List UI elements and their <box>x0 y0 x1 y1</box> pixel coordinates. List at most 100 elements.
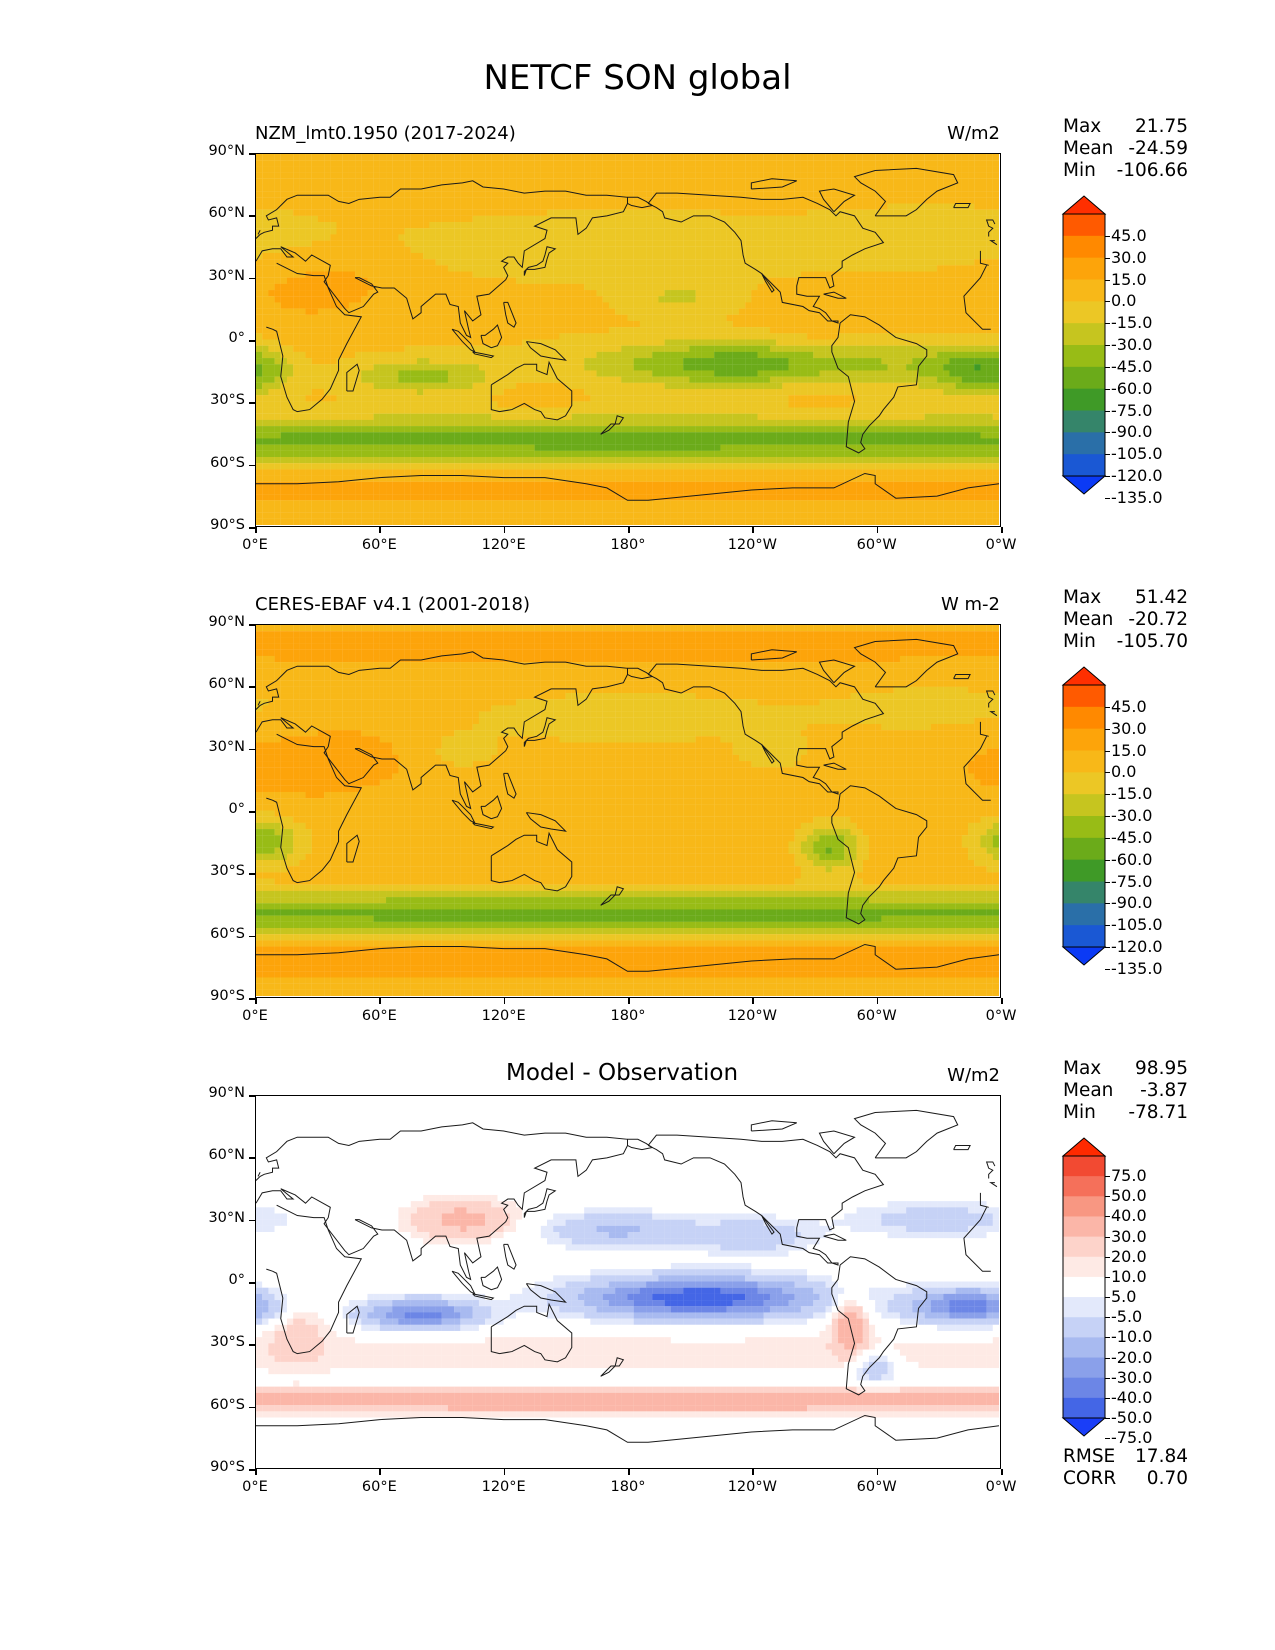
colorbar-segment <box>1063 859 1105 882</box>
colorbar-label: 15.0 <box>1111 742 1147 759</box>
x-tick-mark <box>379 1469 381 1475</box>
x-tick-label: 180° <box>588 1479 668 1495</box>
x-tick-label: 0°W <box>961 537 1041 553</box>
colorbar-label: -30.0 <box>1111 808 1152 824</box>
colorbar-tick <box>1105 794 1110 796</box>
colorbar-tick <box>1105 323 1110 325</box>
colorbar-tick <box>1105 1397 1110 1399</box>
stat-label: Mean <box>1063 1080 1113 1102</box>
stat-value: 98.95 <box>1135 1058 1188 1080</box>
x-tick-label: 120°W <box>712 1008 792 1024</box>
y-tick-mark <box>249 215 255 217</box>
y-tick-label: 30°N <box>175 739 245 755</box>
colorbar-segment <box>1063 1337 1105 1359</box>
x-tick-mark <box>876 527 879 533</box>
x-tick-label: 60°E <box>339 1479 419 1495</box>
x-tick-label: 120°E <box>464 537 544 553</box>
stat-label: Max <box>1063 116 1101 138</box>
panel-units: W m-2 <box>880 594 1000 615</box>
colorbar-label: -30.0 <box>1111 337 1152 353</box>
colorbar-label: 0.0 <box>1111 764 1136 780</box>
y-tick-label: 60°S <box>175 1397 245 1413</box>
colorbar-tick <box>1105 1176 1110 1178</box>
y-tick-label: 60°N <box>175 676 245 692</box>
y-tick-mark <box>249 464 255 467</box>
colorbar-tick <box>1105 497 1110 499</box>
colorbar-tick <box>1105 1317 1110 1319</box>
x-tick-label: 60°W <box>837 1008 917 1024</box>
y-tick-label: 60°N <box>175 1147 245 1163</box>
panel-title: Model - Observation <box>506 1060 738 1086</box>
stat-value: 51.42 <box>1135 587 1188 609</box>
y-tick-label: 0° <box>175 1272 245 1288</box>
map-plot <box>255 624 1001 998</box>
colorbar-tick <box>1105 1236 1110 1238</box>
colorbar-bottom-extend <box>1061 475 1107 495</box>
x-tick-label: 180° <box>588 1008 668 1024</box>
field-cells <box>256 625 999 996</box>
colorbar-label: -75.0 <box>1111 402 1152 419</box>
colorbar-label: 0.0 <box>1111 293 1136 309</box>
field-cells <box>256 1096 999 1467</box>
rmse-label: RMSE <box>1063 1446 1115 1468</box>
x-tick-mark <box>752 998 754 1004</box>
y-tick-mark <box>249 153 255 155</box>
colorbar-label: -20.0 <box>1111 1349 1152 1366</box>
x-tick-mark <box>628 1469 630 1475</box>
colorbar-segment <box>1063 925 1105 948</box>
colorbar-label: -105.0 <box>1111 917 1163 933</box>
colorbar-label: 50.0 <box>1111 1188 1147 1204</box>
colorbar-segment <box>1063 881 1105 904</box>
y-tick-label: 30°S <box>175 1334 245 1350</box>
x-tick-mark <box>379 998 381 1004</box>
y-tick-mark <box>249 748 255 751</box>
coastlines <box>256 1110 999 1442</box>
x-tick-mark <box>876 998 879 1004</box>
colorbar-segment <box>1063 1196 1105 1217</box>
x-tick-label: 60°W <box>837 1479 917 1495</box>
panel-title: NZM_lmt0.1950 (2017-2024) <box>255 123 516 144</box>
colorbar-tick <box>1105 772 1110 774</box>
colorbar-tick <box>1105 1337 1110 1339</box>
y-tick-mark <box>249 277 255 280</box>
colorbar-segment <box>1063 750 1105 773</box>
colorbar-tick <box>1105 476 1110 477</box>
colorbar-segment <box>1063 323 1105 346</box>
stats-block: Max 51.42 Mean -20.72 Min -105.70 <box>1063 587 1188 653</box>
colorbar-tick <box>1105 706 1110 708</box>
x-tick-mark <box>255 998 257 1004</box>
main-title: NETCF SON global <box>0 58 1275 98</box>
colorbar-label: -90.0 <box>1111 424 1152 440</box>
stat-label: Min <box>1063 1102 1096 1124</box>
x-tick-mark <box>1001 1469 1003 1475</box>
x-tick-label: 60°E <box>339 1008 419 1024</box>
colorbar-segment <box>1063 345 1105 368</box>
map-field <box>256 154 999 525</box>
colorbar-tick <box>1105 1216 1110 1218</box>
stat-label: Min <box>1063 160 1096 182</box>
colorbar-segment <box>1063 1176 1105 1197</box>
colorbar-tick <box>1105 388 1110 390</box>
colorbar-tick <box>1105 410 1110 412</box>
colorbar-segment <box>1063 1156 1105 1177</box>
colorbar-tick <box>1105 968 1110 970</box>
stat-row: Mean -24.59 <box>1063 138 1188 160</box>
corr-value: 0.70 <box>1147 1468 1188 1490</box>
colorbar-tick <box>1105 366 1110 368</box>
colorbar-segment <box>1063 1317 1105 1338</box>
colorbar-tick <box>1105 728 1110 730</box>
y-tick-label: 30°S <box>175 863 245 879</box>
colorbar-label: 45.0 <box>1111 227 1147 244</box>
colorbar-segment <box>1063 837 1105 861</box>
colorbar-label: -40.0 <box>1111 1389 1152 1406</box>
colorbar-label: -120.0 <box>1111 468 1163 484</box>
y-tick-label: 60°S <box>175 926 245 942</box>
colorbar-label: -15.0 <box>1111 315 1152 331</box>
panel-units: W/m2 <box>880 123 1000 144</box>
y-tick-mark <box>249 686 255 688</box>
colorbar-segment <box>1063 1236 1105 1258</box>
panel-units: W/m2 <box>880 1065 1000 1086</box>
x-tick-label: 0°W <box>961 1479 1041 1495</box>
y-tick-mark <box>249 935 255 938</box>
colorbar-segment <box>1063 1276 1105 1298</box>
